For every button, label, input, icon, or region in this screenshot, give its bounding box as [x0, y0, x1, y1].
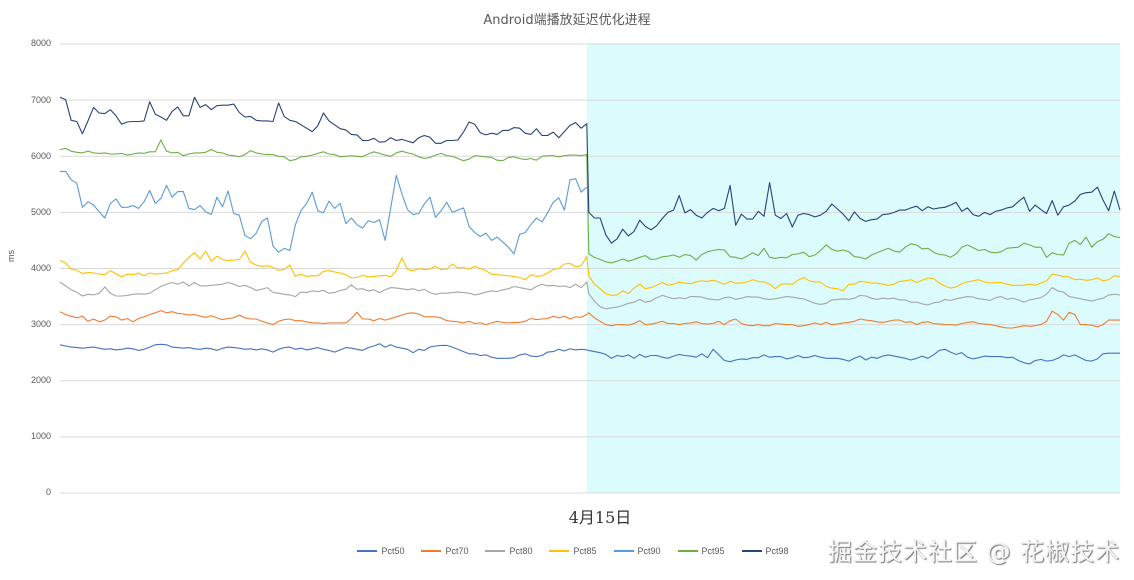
legend-label: Pct70	[445, 546, 469, 556]
legend-label: Pct80	[509, 546, 533, 556]
y-tick: 5000	[30, 207, 51, 217]
legend-item-pct98[interactable]: Pct98	[741, 546, 789, 556]
legend-label: Pct85	[573, 546, 597, 556]
legend-swatch	[357, 550, 378, 552]
y-tick: 7000	[30, 95, 51, 105]
y-tick: 2000	[30, 375, 51, 385]
y-tick: 8000	[30, 38, 51, 48]
legend-label: Pct50	[381, 546, 405, 556]
legend: Pct50 Pct70 Pct80 Pct85 Pct90 Pct95 Pct9…	[0, 546, 1134, 556]
legend-item-pct85[interactable]: Pct85	[549, 546, 597, 556]
series-line-pct70	[59, 310, 1120, 329]
series-line-pct50	[59, 343, 1120, 365]
y-tick: 4000	[30, 263, 51, 273]
y-tick: 3000	[30, 319, 51, 329]
legend-item-pct90[interactable]: Pct90	[613, 546, 661, 556]
y-tick: 0	[45, 487, 51, 497]
y-tick: 6000	[30, 151, 51, 161]
y-tick: 1000	[30, 431, 51, 441]
chart-title: Android端播放延迟优化进程	[483, 13, 651, 28]
x-axis-category-label: 4月15日	[568, 508, 632, 527]
legend-label: Pct90	[637, 546, 661, 556]
series-line-pct80	[59, 281, 1121, 310]
series-line-pct95	[59, 139, 1121, 264]
series-line-pct98	[59, 96, 1121, 244]
legend-swatch	[421, 550, 442, 552]
legend-label: Pct95	[701, 546, 725, 556]
legend-item-pct80[interactable]: Pct80	[485, 546, 532, 556]
watermark: 掘金技术社区 @ 花椒技术	[828, 538, 1121, 566]
legend-item-pct95[interactable]: Pct95	[677, 546, 725, 556]
legend-item-pct50[interactable]: Pct50	[357, 546, 404, 556]
legend-swatch	[549, 550, 570, 552]
legend-swatch	[741, 550, 762, 552]
series-line-pct90	[60, 170, 588, 255]
legend-swatch	[677, 550, 698, 552]
legend-swatch	[613, 550, 634, 552]
legend-item-pct70[interactable]: Pct70	[421, 546, 468, 556]
legend-swatch	[485, 550, 506, 552]
series-line-pct85	[59, 250, 1121, 296]
legend-label: Pct98	[765, 546, 789, 556]
